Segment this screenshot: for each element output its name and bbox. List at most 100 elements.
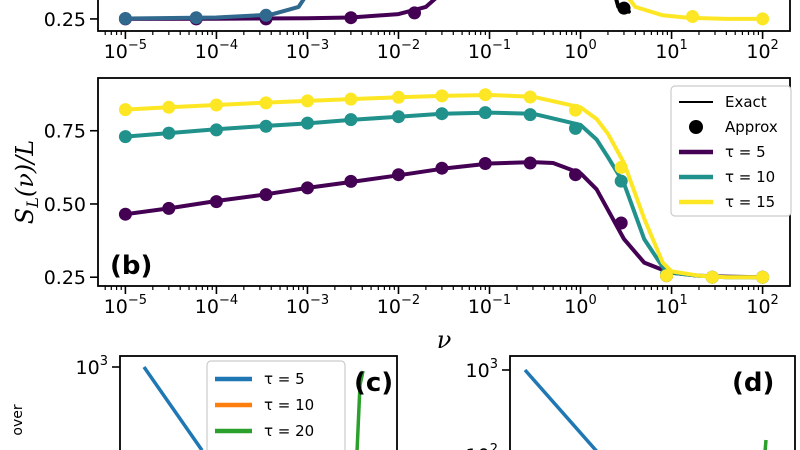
approx-point-15 xyxy=(705,270,719,284)
exact-line-10 xyxy=(123,110,765,280)
y-tick-label: 0.75 xyxy=(44,121,86,143)
plot-area xyxy=(118,88,770,284)
panel-annotation: (d) xyxy=(732,368,774,398)
approx-point-5 xyxy=(478,157,492,170)
approx-point-3 xyxy=(617,1,631,15)
legend-marker-dot xyxy=(689,120,703,134)
approx-point-5 xyxy=(569,168,582,182)
approx-point-1 xyxy=(189,11,203,25)
x-tick-label: 10−4 xyxy=(195,293,238,318)
x-tick-label: 10−5 xyxy=(104,38,147,63)
axes-frame xyxy=(97,0,791,32)
approx-point-10 xyxy=(392,110,405,124)
x-tick-label: 101 xyxy=(655,38,687,63)
legend-label: τ = 5 xyxy=(725,143,766,161)
exact-line-1 xyxy=(123,0,306,21)
approx-point-15 xyxy=(344,92,358,106)
series-line-blue xyxy=(523,368,598,450)
approx-point-2 xyxy=(686,10,699,23)
approx-point-5 xyxy=(301,181,314,195)
approx-point-15 xyxy=(118,103,132,117)
panel-c: 103 over τ = 5 τ = 10 τ = 20 (c) xyxy=(10,354,398,450)
approx-point-15 xyxy=(478,88,492,102)
legend-label: τ = 20 xyxy=(264,422,314,440)
legend-label: τ = 10 xyxy=(725,168,775,186)
approx-point-10 xyxy=(523,108,537,122)
approx-point-5 xyxy=(614,216,628,230)
approx-point-10 xyxy=(259,119,273,133)
approx-point-10 xyxy=(118,130,132,144)
approx-point-15 xyxy=(569,103,582,117)
approx-point-15 xyxy=(162,100,176,114)
approx-point-10 xyxy=(569,121,582,135)
approx-point-5 xyxy=(118,207,132,221)
y-axis-label-partial: over xyxy=(10,404,26,435)
axes-frame xyxy=(509,355,796,450)
approx-point-10 xyxy=(162,126,176,140)
y-tick-label: 103 xyxy=(76,354,108,379)
approx-point-5 xyxy=(435,161,449,175)
x-tick-label: 10−2 xyxy=(377,38,420,63)
panel-annotation: (c) xyxy=(354,368,393,398)
approx-point-5 xyxy=(209,195,223,209)
approx-point-15 xyxy=(209,98,223,112)
approx-point-2 xyxy=(756,12,770,26)
x-tick-label: 10−2 xyxy=(377,293,420,318)
approx-point-10 xyxy=(478,106,492,120)
approx-point-10 xyxy=(435,107,449,121)
approx-point-0 xyxy=(408,6,421,20)
legend-label: Approx xyxy=(725,118,778,136)
legend-label: Exact xyxy=(725,93,767,111)
x-axis-label: ν xyxy=(437,326,452,354)
y-tick-label: 102 xyxy=(466,442,498,450)
approx-point-1 xyxy=(259,8,273,22)
approx-point-0 xyxy=(344,11,358,25)
x-tick-label: 102 xyxy=(746,293,778,318)
y-tick-label: 0.50 xyxy=(44,194,86,216)
approx-point-10 xyxy=(209,123,223,137)
panel-annotation: (b) xyxy=(110,251,152,281)
legend-frame xyxy=(206,360,346,450)
x-tick-label: 100 xyxy=(564,293,596,318)
approx-point-5 xyxy=(162,201,176,215)
legend: τ = 5 τ = 10 τ = 20 xyxy=(206,360,346,450)
approx-point-5 xyxy=(392,168,405,182)
approx-point-15 xyxy=(392,90,405,104)
approx-point-15 xyxy=(259,96,273,110)
y-axis-label: SL(ν)/L xyxy=(11,140,42,224)
approx-point-15 xyxy=(301,94,314,108)
x-tick-label: 102 xyxy=(746,38,778,63)
x-tick-label: 10−3 xyxy=(286,293,329,318)
x-tick-label: 101 xyxy=(655,293,687,318)
approx-point-1 xyxy=(118,12,132,25)
approx-point-10 xyxy=(614,174,628,188)
exact-line-2 xyxy=(627,0,765,21)
approx-point-15 xyxy=(523,90,537,104)
x-tick-label: 10−1 xyxy=(468,38,511,63)
approx-point-10 xyxy=(301,116,314,130)
approx-point-15 xyxy=(756,270,770,284)
panel-b: 10−5 10−4 10−3 10−2 10−1 100 101 102 0.25 0.50 0.7… xyxy=(11,77,792,354)
legend: Exact Approx τ = 5 τ = 10 τ = 15 xyxy=(670,85,792,217)
series-line-tau5 xyxy=(142,366,204,450)
legend-label: τ = 15 xyxy=(725,193,775,211)
plot-area xyxy=(118,0,770,26)
approx-point-5 xyxy=(344,174,358,188)
panel-d: 103 102 (d) xyxy=(466,355,796,450)
legend-label: τ = 5 xyxy=(264,370,305,388)
approx-point-5 xyxy=(523,156,537,170)
exact-line-15 xyxy=(123,93,765,280)
panel-top: 10−5 10−4 10−3 10−2 10−1 100 101 102 0.25 xyxy=(44,0,791,63)
exact-line-5 xyxy=(123,160,765,280)
approx-point-15 xyxy=(435,89,449,103)
x-tick-label: 10−1 xyxy=(468,293,511,318)
series-line-green xyxy=(763,439,768,450)
approx-point-5 xyxy=(259,188,273,202)
approx-point-15 xyxy=(614,160,628,174)
legend-label: τ = 10 xyxy=(264,396,314,414)
x-tick-label: 10−4 xyxy=(195,38,238,63)
x-tick-label: 100 xyxy=(564,38,596,63)
x-tick-label: 10−3 xyxy=(286,38,329,63)
approx-point-15 xyxy=(660,269,673,283)
